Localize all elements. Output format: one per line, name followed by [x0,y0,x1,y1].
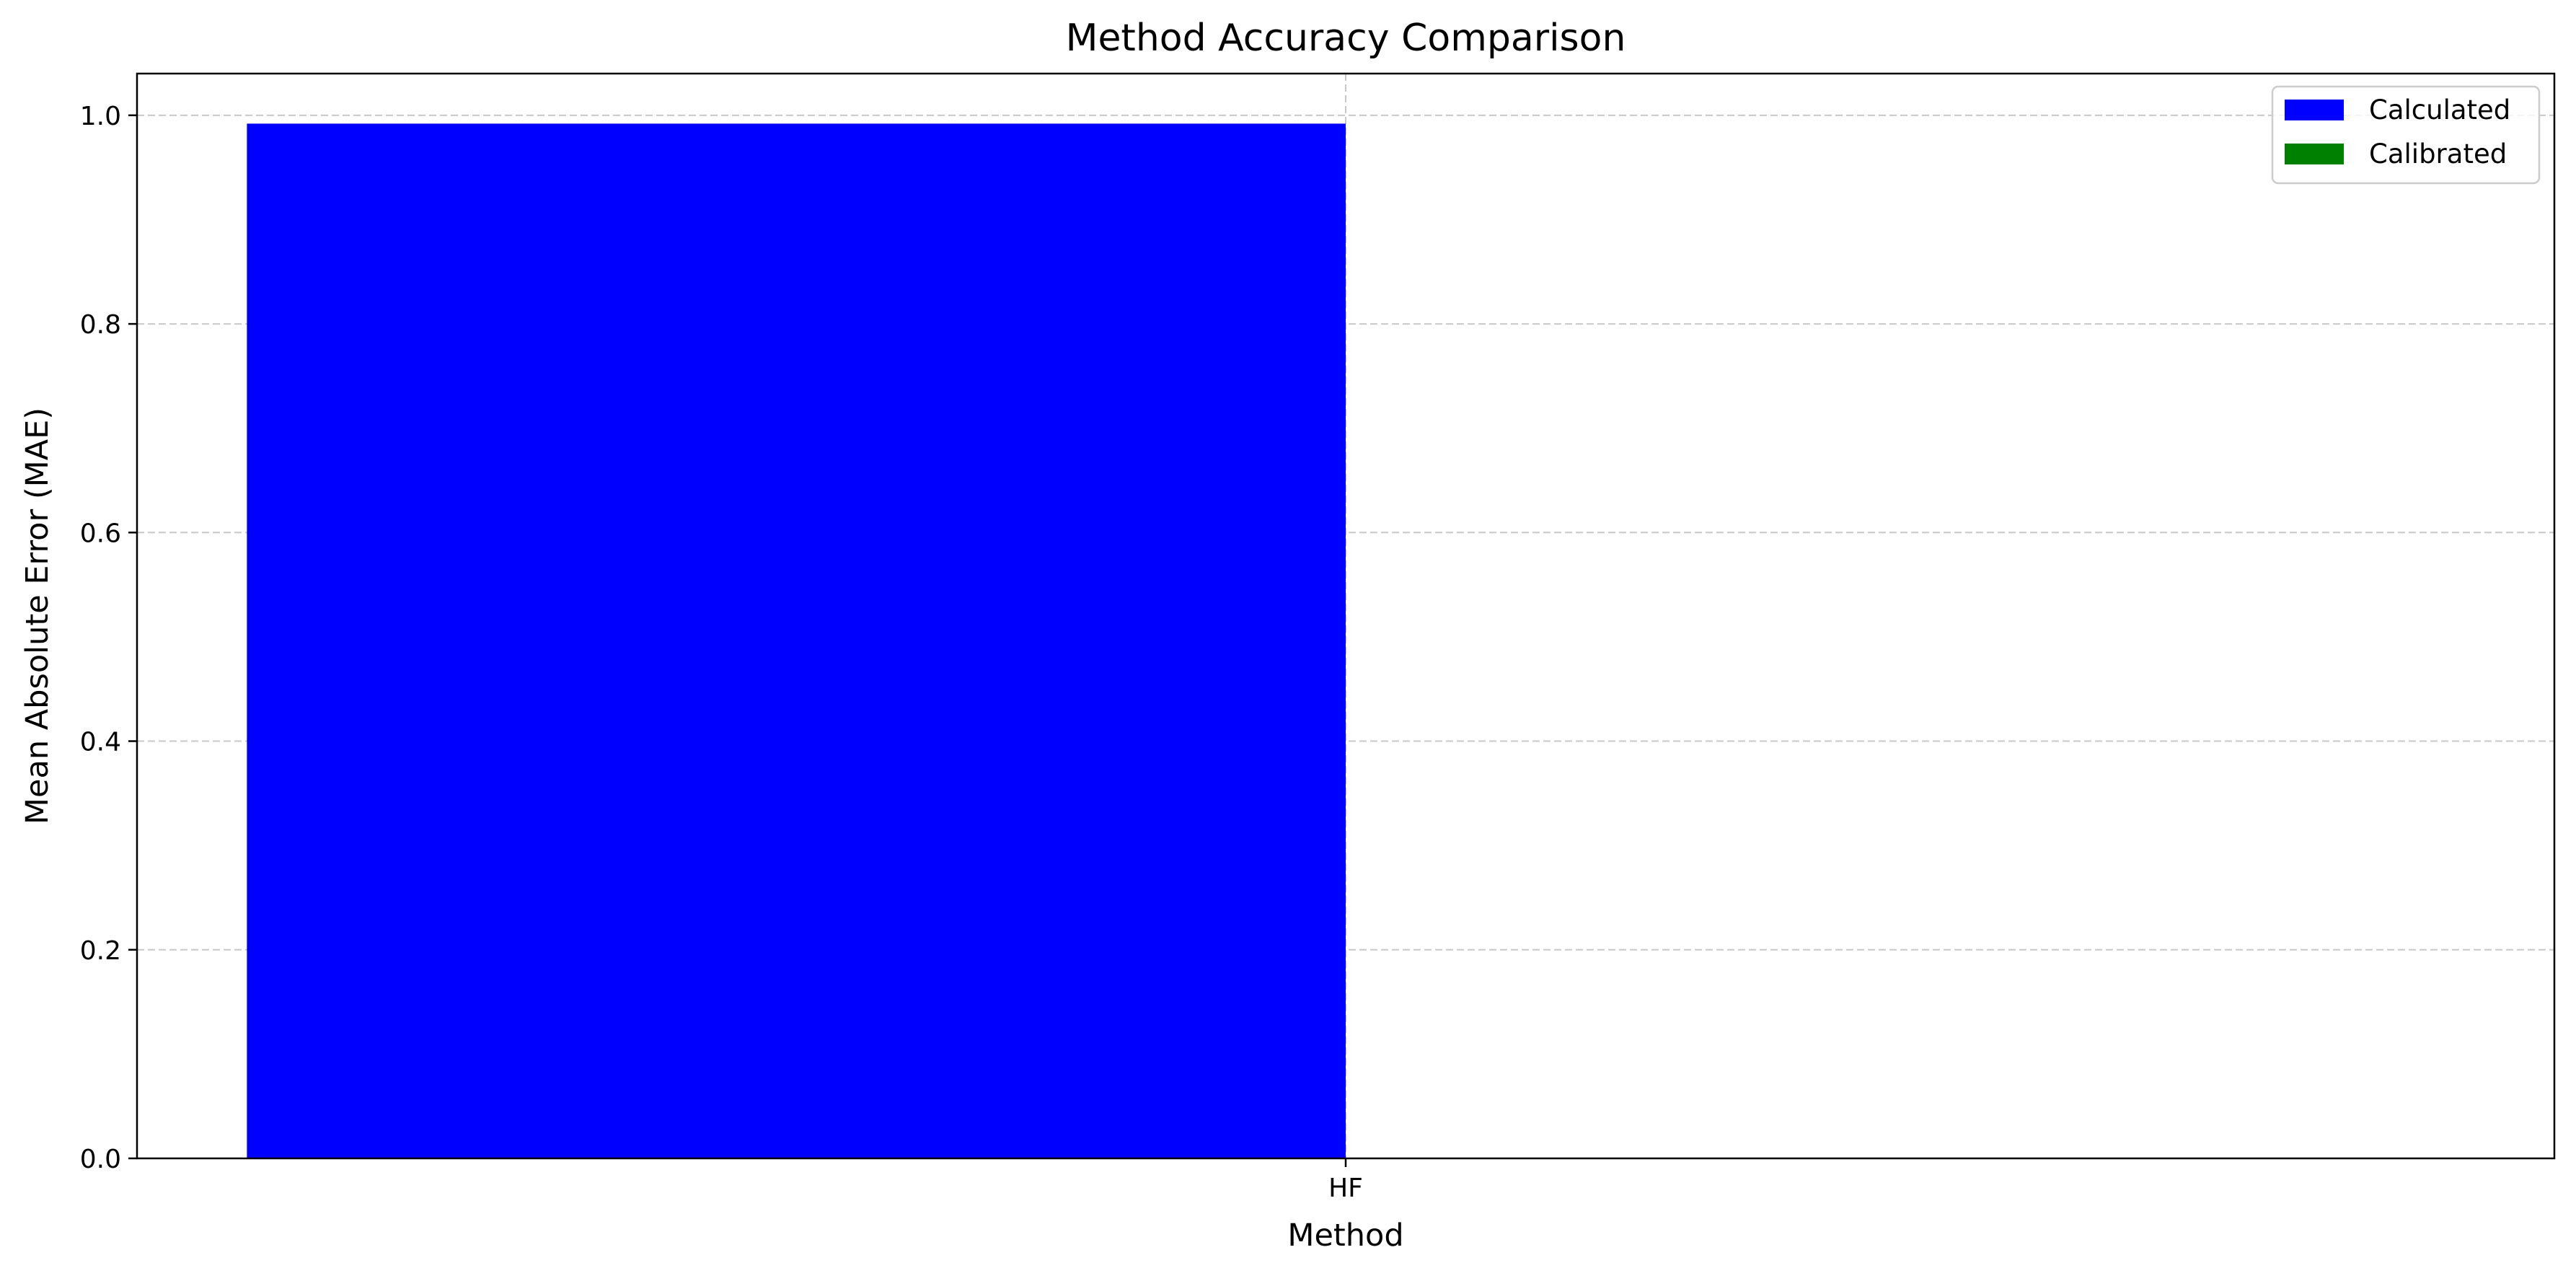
y-tick-label: 0.4 [80,728,121,757]
legend: Calculated Calibrated [2271,85,2541,185]
y-tick-label: 0.8 [80,310,121,340]
bars [247,123,1346,1158]
legend-swatch-calculated [2285,100,2344,120]
legend-label-calibrated: Calibrated [2369,138,2507,170]
legend-label-calculated: Calculated [2369,94,2510,126]
x-axis-label: Method [1287,1218,1403,1254]
chart-title: Method Accuracy Comparison [1066,17,1626,60]
y-tick-label: 0.2 [80,936,121,966]
legend-entries: Calculated Calibrated [2285,94,2510,170]
y-tick-label: 0.6 [80,519,121,548]
bar-calculated [247,123,1346,1158]
legend-swatch-calibrated [2285,144,2344,164]
ticks: 0.0 0.2 0.4 0.6 0.8 1.0 HF [80,102,1363,1203]
y-tick-label: 1.0 [80,102,121,131]
y-axis-label: Mean Absolute Error (MAE) [19,408,56,824]
y-tick-label: 0.0 [80,1145,121,1174]
x-tick-label: HF [1328,1174,1363,1203]
